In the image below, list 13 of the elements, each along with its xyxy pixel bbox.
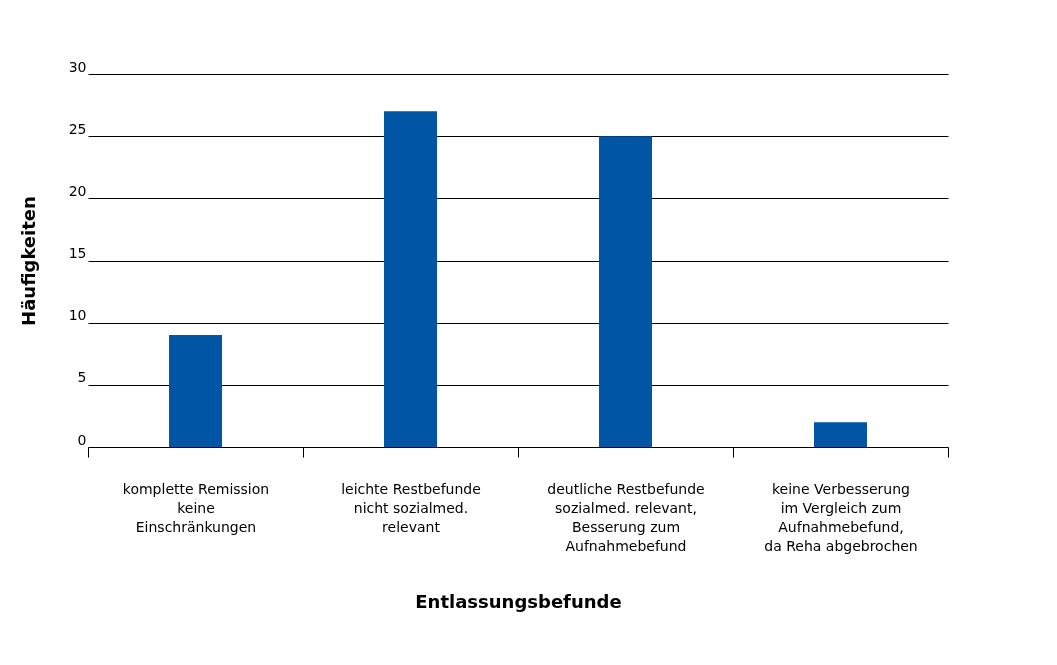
x-axis-title: Entlassungsbefunde: [415, 590, 622, 612]
x-tick-label: leichte Restbefunde nicht sozialmed. relevant: [341, 480, 481, 535]
y-tick-label: 30: [68, 58, 87, 75]
x-tick-label: deutliche Restbefunde sozialmed. relevant, Besserung zum Aufnahmebefund: [547, 480, 705, 554]
x-tick-label: komplette Remission keine Einschränkungen: [122, 480, 270, 535]
y-tick-label: 5: [77, 369, 87, 386]
y-tick-label: 0: [77, 431, 87, 448]
y-tick-label: 15: [68, 245, 87, 261]
y-axis-title: Häufigkeiten: [17, 196, 39, 326]
y-tick-label: 10: [68, 307, 87, 324]
x-tick-label: keine Verbesserung im Vergleich zum Aufnahmebefund, da Reha abgebrochen: [764, 480, 918, 554]
y-tick-label: 20: [68, 182, 87, 199]
y-tick-label: 25: [68, 120, 87, 137]
